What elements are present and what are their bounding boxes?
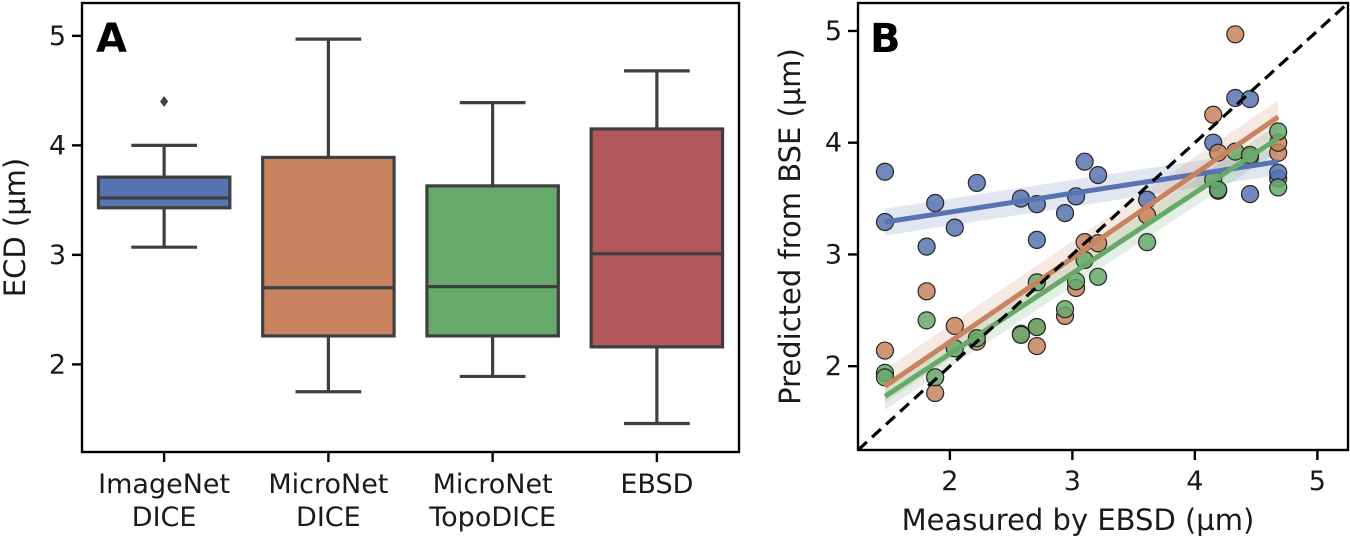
x-tick-label: 2 [941, 466, 958, 497]
x-tick-label: MicroNet DICE [268, 469, 388, 533]
panel-letter-a: A [96, 16, 127, 62]
data-point [1269, 178, 1288, 197]
interquartile-box [261, 155, 396, 338]
plot-frame [856, 1, 1350, 452]
y-tick-label: 2 [825, 351, 842, 382]
y-tick-label: 4 [825, 128, 842, 159]
data-point [1055, 203, 1075, 223]
box-1 [96, 96, 232, 249]
x-tick-label: 5 [1309, 466, 1326, 497]
x-axis-label: Measured by EBSD (µm) [902, 503, 1255, 537]
y-tick-label: 3 [49, 240, 66, 271]
x-tick-label: 4 [1186, 466, 1203, 497]
data-point [875, 162, 895, 181]
regression-line-2 [883, 114, 1280, 389]
data-point [917, 237, 936, 256]
data-point [917, 311, 936, 330]
data-point [1027, 230, 1046, 250]
y-tick-label: 3 [825, 239, 842, 270]
box-3 [425, 101, 560, 379]
x-tick-label-line: ImageNet [98, 469, 230, 500]
data-point [945, 316, 964, 336]
interquartile-box [425, 184, 560, 338]
data-point [1011, 325, 1031, 344]
x-tick-label: ImageNet DICE [98, 469, 230, 533]
data-point [875, 341, 895, 360]
y-tick-label: 2 [49, 349, 66, 380]
y-axis-label: Predicted from BSE (µm) [773, 48, 807, 405]
data-point [1088, 267, 1108, 286]
x-tick-label: EBSD [620, 469, 693, 500]
data-point [1240, 184, 1260, 204]
plot-area [858, 3, 1348, 450]
x-tick-label-line: EBSD [620, 469, 693, 500]
data-point [1027, 317, 1046, 337]
box-4 [589, 69, 725, 426]
regression-line-1 [884, 159, 1279, 225]
panel-letter-b: B [870, 16, 901, 62]
panel-b-scatter-plot: 2 3 4 5 2 3 4 5 Measured by EBSD (µm) Predicted f… [773, 1, 1350, 537]
interquartile-box [96, 175, 232, 210]
data-point [1204, 105, 1223, 124]
data-point [1226, 25, 1245, 44]
plot-frame [80, 1, 741, 454]
box-2 [261, 37, 396, 394]
data-point [1209, 180, 1228, 199]
outlier-marker [160, 96, 169, 108]
x-tick-label-line: MicroNet [268, 469, 388, 500]
y-tick-label: 4 [49, 130, 66, 161]
y-tick-label: 5 [825, 16, 842, 47]
data-point [945, 218, 964, 237]
data-point [1055, 300, 1075, 319]
data-point [967, 173, 986, 193]
data-point [1137, 233, 1157, 252]
x-tick-label-line: DICE [296, 502, 361, 533]
data-point [917, 282, 936, 301]
identity-reference-line [858, 3, 1348, 450]
y-axis-label: ECD (µm) [0, 158, 32, 297]
x-tick-label: 3 [1064, 466, 1081, 497]
interquartile-box [589, 127, 725, 349]
data-point [1269, 122, 1288, 141]
regression-line-3 [883, 136, 1280, 399]
x-tick-label-line: DICE [132, 502, 197, 533]
y-tick-label: 5 [49, 21, 66, 52]
data-point [1027, 336, 1046, 356]
x-tick-label-line: TopoDICE [428, 502, 556, 533]
x-tick-label: MicroNet TopoDICE [428, 469, 556, 533]
data-point [1075, 152, 1094, 171]
data-point [1088, 165, 1108, 185]
data-point [926, 193, 945, 213]
series-1-points [875, 88, 1288, 256]
x-tick-label-line: MicroNet [433, 469, 553, 500]
